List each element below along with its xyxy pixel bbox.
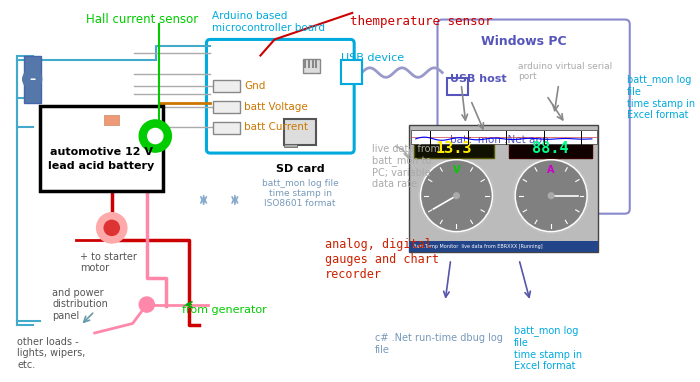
Text: themperature sensor: themperature sensor <box>351 15 493 28</box>
Circle shape <box>515 160 587 231</box>
FancyBboxPatch shape <box>438 19 630 214</box>
FancyBboxPatch shape <box>206 39 354 153</box>
Text: –: – <box>29 73 35 86</box>
Bar <box>284 144 298 147</box>
Text: batt_mon log
file
time stamp in
Excel format: batt_mon log file time stamp in Excel fo… <box>627 74 695 120</box>
Bar <box>213 122 239 134</box>
Bar <box>341 60 362 84</box>
Text: + to starter
motor: + to starter motor <box>80 252 137 273</box>
Text: live data from
batt_mon to
PC; variable
data rate: live data from batt_mon to PC; variable … <box>372 144 440 189</box>
Text: Hall current sensor: Hall current sensor <box>86 13 198 26</box>
Text: batt  mon .Net app: batt mon .Net app <box>450 135 548 145</box>
Text: and power
distribution
panel: and power distribution panel <box>52 288 108 321</box>
Text: SD card: SD card <box>276 164 325 175</box>
Text: USB device: USB device <box>341 53 404 63</box>
Bar <box>104 115 119 125</box>
Text: V: V <box>453 165 460 175</box>
Text: Batt.Temp Monitor  live data from EBRXXX [Running]: Batt.Temp Monitor live data from EBRXXX … <box>413 244 542 249</box>
Circle shape <box>454 193 459 199</box>
Text: Gnd: Gnd <box>244 81 266 91</box>
Bar <box>40 106 163 191</box>
Text: USB host: USB host <box>450 74 506 84</box>
Bar <box>213 80 239 92</box>
Circle shape <box>517 162 585 230</box>
Bar <box>213 101 239 113</box>
Text: batt Voltage: batt Voltage <box>244 102 308 112</box>
Bar <box>414 137 494 158</box>
Circle shape <box>22 70 42 89</box>
Bar <box>508 137 592 158</box>
Text: Windows PC: Windows PC <box>482 35 567 48</box>
Text: from generator: from generator <box>182 304 267 315</box>
Circle shape <box>419 158 494 233</box>
Circle shape <box>148 128 163 144</box>
Bar <box>409 241 598 253</box>
Bar <box>24 55 41 103</box>
Circle shape <box>421 160 492 231</box>
Bar <box>284 119 316 146</box>
Bar <box>341 60 362 84</box>
Text: Arduino based
microcontroller board: Arduino based microcontroller board <box>212 11 325 32</box>
Circle shape <box>139 297 155 312</box>
Text: analog, digital
gauges and chart
recorder: analog, digital gauges and chart recorde… <box>325 238 439 281</box>
Circle shape <box>548 193 554 199</box>
Circle shape <box>104 220 119 235</box>
Circle shape <box>97 213 127 243</box>
Text: c# .Net run-time dbug log
file: c# .Net run-time dbug log file <box>375 333 503 354</box>
Text: arduino virtual serial
port: arduino virtual serial port <box>518 62 612 81</box>
Text: batt_mon log file
time stamp in
ISO8601 format: batt_mon log file time stamp in ISO8601 … <box>262 179 339 209</box>
Text: other loads -
lights, wipers,
etc.: other loads - lights, wipers, etc. <box>17 337 85 370</box>
Bar <box>409 125 598 253</box>
Text: batt Current: batt Current <box>244 123 308 133</box>
Circle shape <box>513 158 589 233</box>
Bar <box>447 78 468 95</box>
Text: 13.3: 13.3 <box>435 141 472 156</box>
Text: 88.4: 88.4 <box>532 141 568 156</box>
Text: A: A <box>547 165 555 175</box>
Bar <box>303 59 320 73</box>
Circle shape <box>422 162 491 230</box>
Circle shape <box>139 120 172 152</box>
Bar <box>411 130 596 144</box>
Text: batt_mon log
file
time stamp in
Excel format: batt_mon log file time stamp in Excel fo… <box>514 325 582 371</box>
Text: automotive 12 V
lead acid battery: automotive 12 V lead acid battery <box>48 147 155 170</box>
